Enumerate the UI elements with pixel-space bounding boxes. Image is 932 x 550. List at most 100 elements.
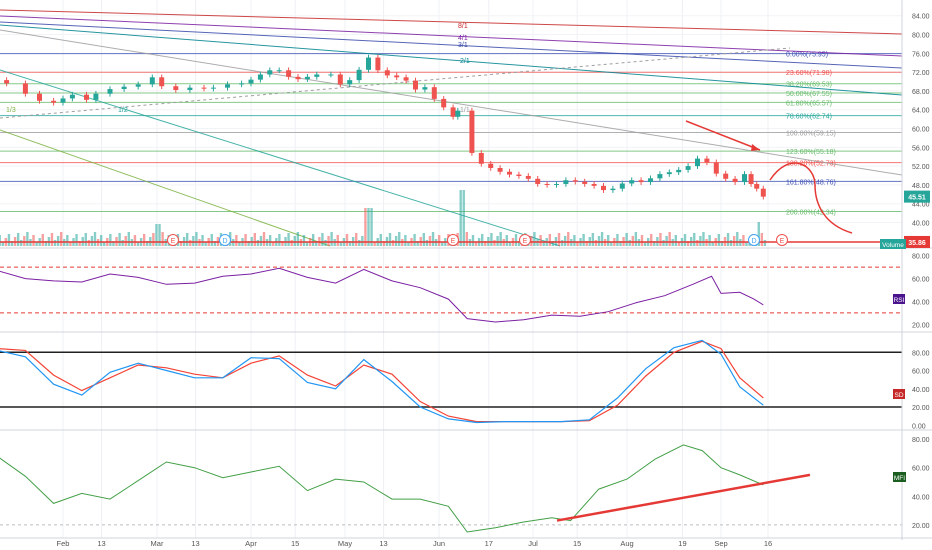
mfi-label: MFI xyxy=(894,475,905,482)
volume-bar xyxy=(693,233,696,246)
volume-bar xyxy=(557,233,561,246)
volume-bar xyxy=(726,233,730,246)
rsi-label-bg xyxy=(893,294,905,304)
volume-bar xyxy=(142,234,146,246)
candle-body xyxy=(37,93,42,101)
volume-bar xyxy=(634,232,638,246)
volume-bar xyxy=(465,232,469,246)
volume-bar xyxy=(597,236,601,246)
volume-bar xyxy=(133,235,137,246)
volume-bar xyxy=(53,240,57,246)
volume-bar xyxy=(508,242,512,246)
gann-fan-line xyxy=(0,69,561,247)
gann-fan-line xyxy=(0,9,903,35)
rsi-panel[interactable] xyxy=(0,266,902,323)
candle-body xyxy=(610,188,616,191)
event-marker: E xyxy=(776,234,788,246)
volume-bar xyxy=(358,240,361,246)
candle-body xyxy=(135,84,141,87)
price-panel[interactable]: 0.00%(75.95) 23.60%(71.98) 38.20%(69.53) 50… xyxy=(0,9,903,247)
fib-level-label: 161.80%(48.76) xyxy=(786,179,836,186)
volume-bar xyxy=(99,235,103,246)
candle-body xyxy=(384,70,390,76)
event-marker: E xyxy=(447,234,459,246)
rsi-tick-label: 20.00 xyxy=(912,322,930,329)
gann-fan-label: 1/3 xyxy=(6,107,16,114)
volume-bar xyxy=(32,235,35,246)
volume-bar xyxy=(729,240,733,246)
event-marker-label: E xyxy=(523,238,528,245)
volume-bar xyxy=(201,235,204,246)
fib-level-label: 61.80%(65.57) xyxy=(786,100,832,107)
volume-bar xyxy=(327,236,330,246)
candle-body xyxy=(723,173,729,179)
volume-bar xyxy=(496,236,499,246)
volume-bar xyxy=(118,233,121,246)
volume-bar xyxy=(619,241,622,246)
mfi-panel[interactable] xyxy=(0,444,902,533)
candle-body xyxy=(121,86,127,90)
volume-bar xyxy=(708,235,711,246)
volume-bar xyxy=(530,236,533,246)
volume-bar xyxy=(268,235,272,246)
candle-body xyxy=(257,74,263,80)
gann-fan-line xyxy=(0,15,903,57)
volume-bar xyxy=(699,236,702,246)
candle-body xyxy=(441,98,447,108)
volume-bar xyxy=(696,240,699,246)
volume-bar xyxy=(290,240,293,246)
volume-bar xyxy=(93,232,97,246)
mfi-label-bg xyxy=(893,472,906,482)
candle-body xyxy=(210,87,216,89)
volume-bar xyxy=(259,236,263,246)
gann-fan-line xyxy=(0,129,331,247)
volume-bar xyxy=(490,233,493,246)
volume-bar xyxy=(66,235,69,246)
candle-body xyxy=(713,162,719,174)
time-tick-label: Jul xyxy=(528,539,538,548)
mfi-trendline xyxy=(556,473,811,522)
stochastic-panel[interactable] xyxy=(0,339,902,424)
mfi-tick-label: 60.00 xyxy=(912,466,930,473)
volume-bar xyxy=(416,241,419,246)
volume-bar xyxy=(471,235,475,246)
candle-body xyxy=(337,74,343,85)
time-tick-label: 13 xyxy=(379,539,387,548)
volume-bar xyxy=(391,240,395,246)
candle-body xyxy=(572,180,578,182)
volume-bar xyxy=(683,234,687,246)
volume-bar xyxy=(339,242,343,246)
volume-bar xyxy=(7,234,11,246)
volume-bar xyxy=(59,232,63,246)
volume-bar xyxy=(382,241,386,246)
event-marker-circle xyxy=(219,234,231,246)
stoch-label-bg xyxy=(893,389,905,399)
event-marker-label: E xyxy=(451,238,456,245)
volume-bar xyxy=(668,232,671,246)
time-tick-label: 15 xyxy=(291,539,299,548)
volume-label-bg xyxy=(880,239,906,249)
time-tick-label: Feb xyxy=(57,539,70,548)
volume-bar xyxy=(305,242,309,246)
candle-body xyxy=(314,74,320,77)
candle-body xyxy=(619,183,625,189)
volume-bar xyxy=(127,232,130,246)
volume-bar xyxy=(56,236,60,246)
volume-bar xyxy=(0,235,1,246)
volume-bar xyxy=(189,240,192,246)
gann-fan-label: 2/1 xyxy=(460,58,470,65)
candle-body xyxy=(225,84,230,88)
volume-bar xyxy=(321,233,324,246)
volume-bar xyxy=(50,233,54,246)
volume-bar xyxy=(238,242,241,246)
event-marker-circle xyxy=(748,234,760,246)
candle-body xyxy=(347,80,353,85)
volume-bar xyxy=(650,234,653,246)
rsi-tick-label: 60.00 xyxy=(912,277,930,284)
volume-bar xyxy=(20,240,23,246)
time-tick-label: Apr xyxy=(245,539,257,548)
candle-body xyxy=(629,180,635,184)
